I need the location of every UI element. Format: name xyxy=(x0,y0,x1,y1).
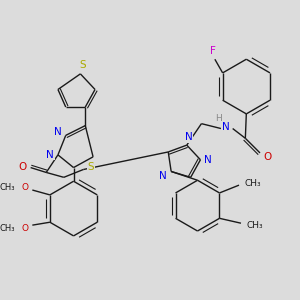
Text: O: O xyxy=(21,224,28,232)
Text: S: S xyxy=(79,60,86,70)
Text: F: F xyxy=(210,46,216,56)
Text: N: N xyxy=(222,122,230,132)
Text: O: O xyxy=(19,162,27,172)
Text: N: N xyxy=(160,171,167,182)
Text: N: N xyxy=(46,150,54,160)
Text: S: S xyxy=(88,162,94,172)
Text: N: N xyxy=(54,128,62,137)
Text: CH₃: CH₃ xyxy=(246,221,263,230)
Text: O: O xyxy=(21,183,28,192)
Text: N: N xyxy=(185,132,193,142)
Text: CH₃: CH₃ xyxy=(0,224,15,232)
Text: O: O xyxy=(264,152,272,162)
Text: CH₃: CH₃ xyxy=(244,179,261,188)
Text: CH₃: CH₃ xyxy=(0,183,15,192)
Text: N: N xyxy=(204,155,212,165)
Text: H: H xyxy=(214,114,221,123)
